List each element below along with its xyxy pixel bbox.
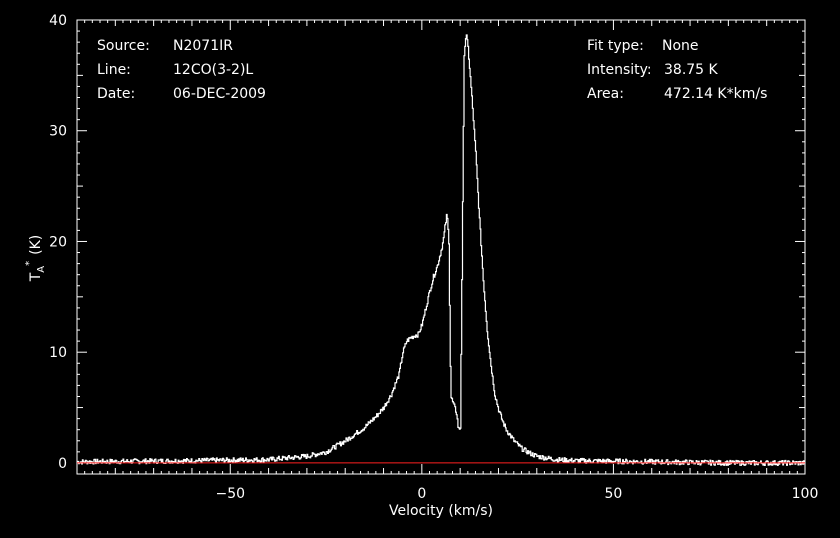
x-axis-label: Velocity (km/s) — [389, 503, 493, 519]
line-label: Line: — [97, 62, 131, 78]
y-tick-label: 10 — [49, 345, 67, 361]
x-tick-label: 100 — [792, 486, 819, 502]
date-label: Date: — [97, 86, 135, 102]
line-value: 12CO(3-2)L — [173, 62, 253, 78]
y-tick-label: 40 — [49, 13, 67, 29]
x-tick-label: 0 — [417, 486, 426, 502]
area-label: Area: — [587, 86, 624, 102]
y-tick-label: 20 — [49, 234, 67, 250]
y-axis-label-sup: * — [24, 261, 35, 266]
intensity-value: 38.75 K — [664, 62, 719, 78]
y-axis-label-unit: (K) — [28, 235, 44, 255]
header-right: Fit type: None Intensity: 38.75 K Area: … — [587, 38, 767, 102]
axis-tick-labels: −50 0 50 100 0 10 20 30 40 — [49, 13, 818, 502]
x-tick-label: −50 — [215, 486, 245, 502]
plot-frame — [76, 19, 806, 475]
spectrum-line — [77, 34, 805, 466]
source-label: Source: — [97, 38, 150, 54]
y-axis-label-sub: A — [36, 266, 47, 273]
date-value: 06-DEC-2009 — [173, 86, 266, 102]
intensity-label: Intensity: — [587, 62, 652, 78]
y-tick-label: 0 — [58, 456, 67, 472]
y-tick-label: 30 — [49, 124, 67, 140]
fit-type-label: Fit type: — [587, 38, 644, 54]
fit-type-value: None — [662, 38, 699, 54]
plot-border — [76, 19, 806, 475]
area-value: 472.14 K*km/s — [664, 86, 767, 102]
y-axis-label: TA* (K) — [24, 235, 47, 283]
y-axis-label-main: T — [28, 272, 44, 282]
axis-ticks — [76, 19, 806, 474]
source-value: N2071IR — [173, 38, 233, 54]
x-tick-label: 50 — [605, 486, 623, 502]
header-left: Source: N2071IR Line: 12CO(3-2)L Date: 0… — [97, 38, 266, 102]
